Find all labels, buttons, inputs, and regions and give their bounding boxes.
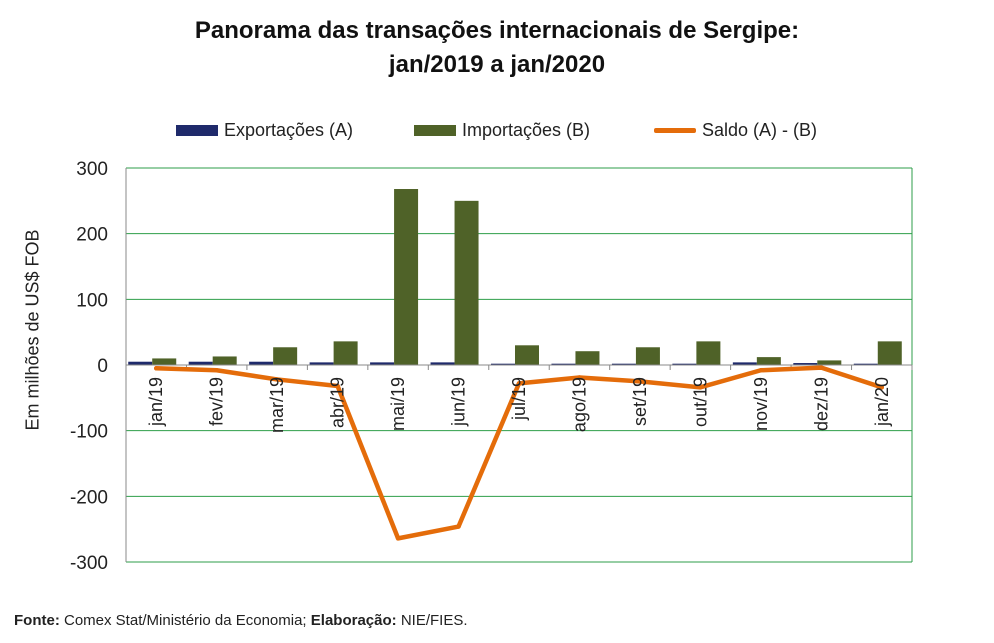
balance-point <box>637 379 643 384</box>
footer-elab-label: Elaboração: <box>310 612 397 629</box>
y-tick-label: -300 <box>70 553 108 574</box>
import-bar <box>817 360 842 365</box>
export-bar <box>551 363 576 365</box>
import-bar <box>333 341 358 365</box>
balance-point <box>154 366 159 371</box>
legend-item-imports: Importações (B) <box>414 118 590 142</box>
x-tick-label: jun/19 <box>449 377 469 427</box>
chart-title: Panorama das transações internacionais d… <box>0 14 994 82</box>
title-line-2: jan/2019 a jan/2020 <box>388 51 606 78</box>
y-tick-labels: 300 200 100 0 -100 -200 -300 <box>70 159 108 574</box>
import-bar <box>152 358 177 365</box>
import-bar <box>575 351 600 365</box>
footer-fonte-text: Comex Stat/Ministério da Economia; <box>64 612 307 629</box>
x-tick-label: out/19 <box>690 377 710 427</box>
export-bar <box>793 363 818 365</box>
x-tick-label: jan/19 <box>146 377 166 427</box>
y-tick-label: -100 <box>70 422 108 443</box>
balance-point <box>819 365 824 370</box>
x-tick-label: jul/19 <box>509 377 529 421</box>
import-bar <box>756 357 781 365</box>
import-bar <box>635 347 660 365</box>
y-tick-label: -200 <box>70 487 108 508</box>
balance-point <box>577 375 582 380</box>
x-tick-label: fev/19 <box>207 377 227 426</box>
balance-point <box>879 385 884 390</box>
export-bar <box>128 361 153 365</box>
export-bar <box>249 361 274 365</box>
y-tick-label: 100 <box>76 290 108 311</box>
footer-elab-text: NIE/FIES. <box>400 612 468 629</box>
export-bar <box>732 362 757 365</box>
y-tick-label: 300 <box>76 159 108 180</box>
bars <box>128 189 902 365</box>
x-tick-label: jan/20 <box>872 377 892 427</box>
title-line-1: Panorama das transações internacionais d… <box>194 17 800 44</box>
export-bar <box>370 362 395 365</box>
import-bar <box>212 356 237 365</box>
import-bar <box>696 341 721 365</box>
export-bar <box>853 363 878 365</box>
y-tick-label: 200 <box>76 225 108 246</box>
legend-label-imports: Importações (B) <box>462 119 591 140</box>
legend-label-balance: Saldo (A) - (B) <box>702 119 818 140</box>
import-bar <box>454 200 479 365</box>
x-tick-label: ago/19 <box>569 377 589 432</box>
legend-swatch-balance <box>654 127 696 133</box>
import-bar <box>273 347 298 365</box>
axes <box>125 168 913 562</box>
import-bar <box>394 189 419 365</box>
import-bar <box>515 345 539 365</box>
balance-line-group <box>153 365 885 541</box>
legend-item-balance: Saldo (A) - (B) <box>654 118 817 142</box>
export-bar <box>188 361 213 365</box>
x-tick-label: set/19 <box>630 377 650 426</box>
x-tick-label: abr/19 <box>328 377 348 428</box>
legend-item-exports: Exportações (A) <box>176 118 353 142</box>
balance-point <box>395 536 401 541</box>
export-bar <box>672 363 697 365</box>
export-bar <box>309 362 334 365</box>
balance-point <box>456 524 461 529</box>
legend-swatch-imports <box>414 124 456 136</box>
balance-point <box>698 385 703 390</box>
x-tick-label: mar/19 <box>267 377 287 433</box>
export-bar <box>611 363 636 365</box>
balance-point <box>274 377 280 382</box>
legend-label-exports: Exportações (A) <box>224 119 354 140</box>
x-tick-label: mai/19 <box>388 377 408 431</box>
import-bar <box>877 341 902 365</box>
y-tick-label: 0 <box>97 356 108 377</box>
footer-fonte-label: Fonte: <box>14 612 60 629</box>
export-bar <box>491 363 515 365</box>
legend: Exportações (A) Importações (B) Saldo (A… <box>0 118 994 142</box>
grid-lines <box>126 167 912 563</box>
x-tick-labels: jan/19 fev/19 mar/19 abr/19 mai/19 jun/19 jul/… <box>146 377 892 433</box>
balance-point <box>335 383 340 389</box>
export-bar <box>430 362 455 365</box>
legend-swatch-exports <box>176 124 218 136</box>
balance-point <box>214 368 219 373</box>
x-tick-label: dez/19 <box>811 377 831 431</box>
x-tick-label: nov/19 <box>751 377 771 431</box>
balance-point <box>758 368 764 373</box>
balance-point <box>516 381 522 386</box>
footer-source: Fonte: Comex Stat/Ministério da Economia… <box>14 612 468 629</box>
